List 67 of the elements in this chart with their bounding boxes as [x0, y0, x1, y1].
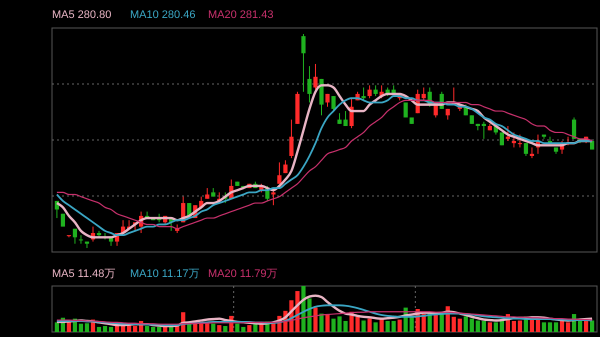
bar: [108, 326, 114, 332]
bar: [566, 322, 570, 332]
bar: [361, 320, 366, 332]
candlestick: [205, 188, 210, 200]
candlestick: [325, 93, 330, 108]
candlestick: [343, 110, 348, 127]
bar: [319, 314, 324, 332]
bar: [157, 326, 162, 332]
candlestick: [506, 126, 510, 142]
bar: [271, 323, 276, 332]
text: MA5 11.48万: [52, 268, 116, 280]
text: MA10 280.46: [130, 9, 196, 21]
candlestick: [307, 66, 312, 103]
bar: [392, 320, 396, 332]
text: MA20 281.43: [208, 9, 274, 21]
candlestick: [367, 84, 372, 99]
bar: [374, 322, 378, 332]
bar: [386, 320, 390, 332]
candlestick: [289, 119, 294, 159]
bar: [578, 320, 582, 332]
bar: [78, 324, 84, 332]
bar: [367, 318, 372, 332]
bar: [512, 320, 516, 332]
candlestick: [301, 34, 306, 92]
bar: [355, 316, 360, 332]
bar: [434, 314, 438, 332]
bar: [132, 326, 138, 332]
candlestick: [524, 142, 528, 156]
candlestick: [337, 112, 342, 124]
bar: [217, 325, 222, 332]
bar: [440, 314, 444, 332]
bar: [84, 323, 90, 332]
text: MA10 11.17万: [130, 268, 200, 280]
bar: [211, 324, 216, 332]
bar: [584, 320, 588, 332]
bar: [337, 316, 342, 332]
bar: [590, 320, 594, 332]
bar: [145, 326, 150, 332]
bar: [554, 322, 558, 332]
text: MA20 11.79万: [208, 268, 278, 280]
bar: [54, 322, 60, 332]
bar: [102, 326, 108, 332]
bar: [398, 320, 402, 332]
candlestick: [72, 228, 78, 244]
bar: [325, 314, 330, 332]
candlestick: [283, 160, 288, 174]
bar: [494, 322, 498, 332]
bar: [488, 322, 492, 332]
candlestick: [313, 63, 318, 90]
bar: [313, 308, 318, 332]
candlestick: [277, 162, 282, 184]
bar: [343, 320, 348, 332]
bar: [548, 322, 552, 332]
candlestick: [518, 134, 522, 148]
bar: [542, 322, 546, 332]
candlestick: [331, 96, 336, 112]
bar: [223, 326, 228, 332]
candlestick: [374, 84, 378, 97]
candlestick: [500, 132, 504, 146]
candlestick: [404, 102, 408, 118]
bar: [247, 325, 252, 332]
bar: [151, 326, 156, 332]
bar: [96, 326, 102, 332]
bar: [163, 326, 168, 332]
text: MA5 280.80: [52, 9, 112, 21]
bar: [331, 318, 336, 332]
bar: [518, 320, 522, 332]
